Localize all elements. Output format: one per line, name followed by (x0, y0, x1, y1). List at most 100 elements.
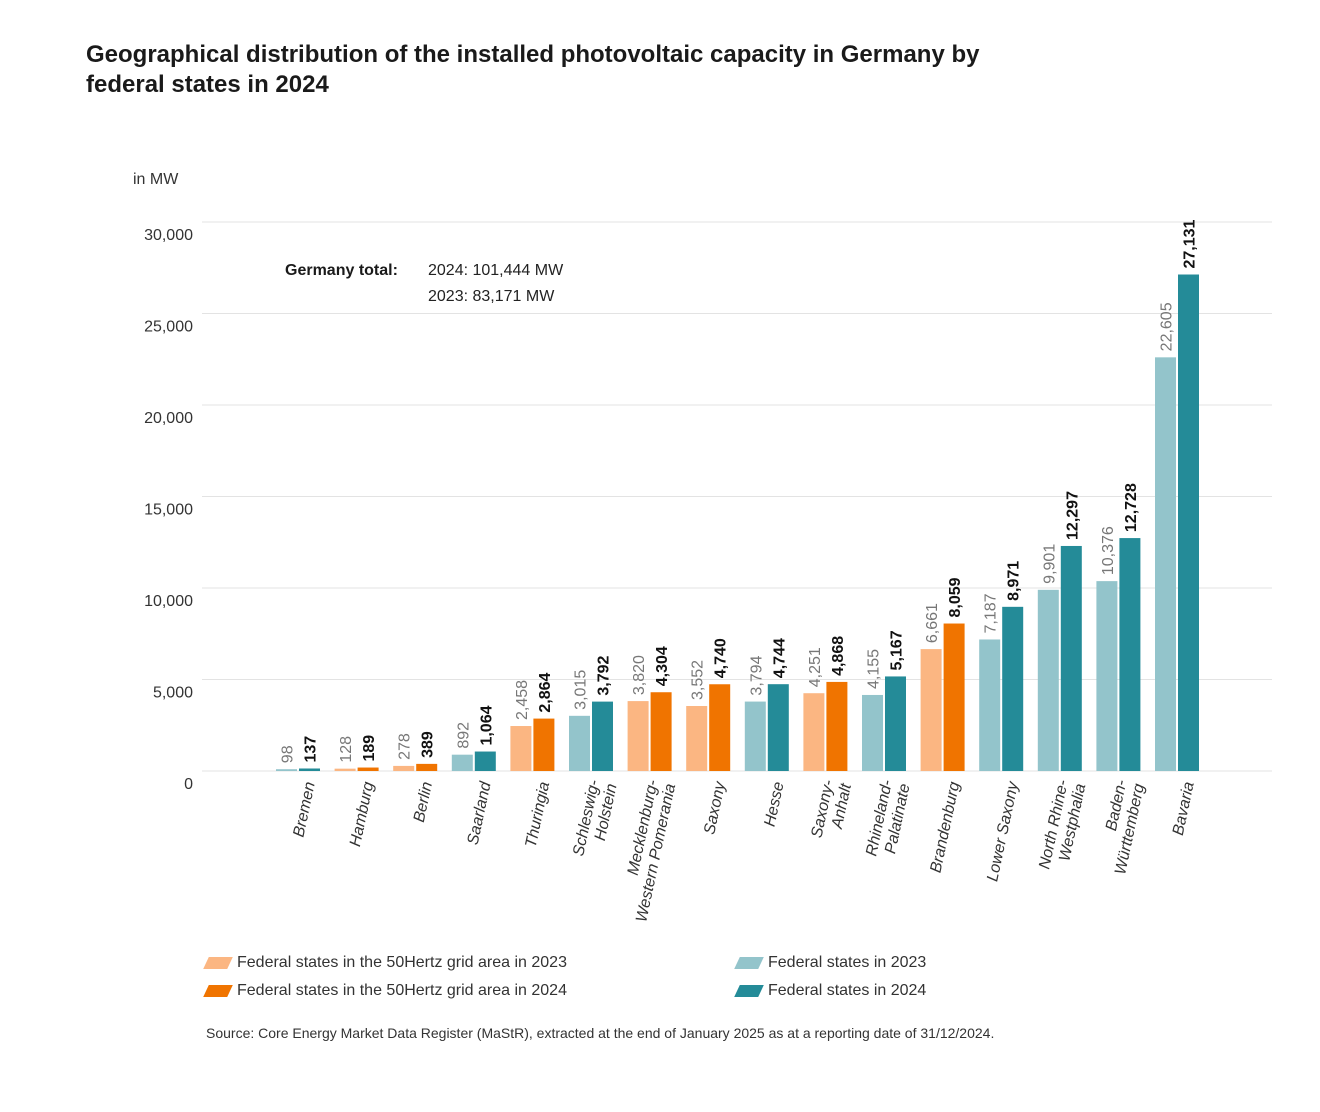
value-label-2024: 4,744 (771, 638, 788, 678)
bar-2024 (1119, 538, 1141, 771)
legend-item-other-2024: Federal states in 2024 (734, 982, 926, 1000)
y-tick-label: 10,000 (144, 593, 193, 610)
bar-2023 (920, 649, 942, 771)
value-label-2023: 10,376 (1100, 526, 1117, 575)
value-label-2023: 4,155 (866, 649, 883, 689)
x-tick-label-line: Hamburg (347, 780, 377, 848)
bar-2023 (334, 768, 356, 771)
x-tick-label: Thuringia (523, 780, 554, 849)
x-tick-label: Lower Saxony (984, 779, 1022, 883)
value-label-2023: 98 (280, 745, 297, 763)
bar-2024 (885, 676, 906, 771)
x-tick-label-line: Bremen (291, 780, 319, 838)
value-label-2024: 3,792 (596, 655, 613, 695)
y-tick-label: 0 (184, 776, 193, 793)
value-label-2024: 8,059 (947, 577, 964, 617)
bar-2024 (943, 623, 965, 771)
legend-item-hertz-2024: Federal states in the 50Hertz grid area … (203, 982, 567, 1000)
y-tick-label: 30,000 (144, 227, 193, 244)
x-tick-label: Schleswig-Holstein (570, 778, 620, 857)
value-label-2024: 389 (420, 731, 437, 758)
legend-swatch-hertz-2023 (203, 957, 233, 969)
bar-2024 (357, 767, 379, 771)
x-tick-label: Saxony (701, 779, 729, 836)
germany-total-label: Germany total: (285, 262, 398, 279)
value-label-2023: 9,901 (1041, 544, 1058, 584)
legend-label-hertz-2023: Federal states in the 50Hertz grid area … (237, 954, 567, 971)
value-label-2024: 4,304 (654, 646, 671, 686)
y-tick-label: 25,000 (144, 319, 193, 336)
value-label-2024: 27,131 (1182, 219, 1199, 268)
x-tick-label-line: Brandenburg (928, 780, 964, 874)
value-label-2023: 7,187 (983, 593, 1000, 633)
value-label-2024: 8,971 (1006, 561, 1023, 601)
legend-swatch-other-2023 (734, 957, 764, 969)
bar-2024 (533, 718, 555, 771)
y-tick-label: 20,000 (144, 410, 193, 427)
value-label-2023: 278 (397, 733, 414, 760)
x-tick-label: Bremen (291, 780, 319, 838)
x-axis-labels: Bremen Hamburg Berlin Saarland Thuringia Schl… (291, 778, 1198, 923)
x-tick-label-line: Hesse (762, 780, 788, 828)
germany-total-2023: 2023: 83,171 MW (428, 288, 555, 305)
value-label-2023: 3,794 (748, 655, 765, 695)
bar-2024 (592, 701, 613, 771)
bar-2024 (709, 684, 731, 771)
bar-2023 (569, 715, 590, 771)
value-label-2023: 22,605 (1159, 302, 1176, 351)
bar-2023 (510, 726, 532, 771)
legend-item-other-2023: Federal states in 2023 (734, 954, 926, 972)
value-label-2023: 2,458 (514, 680, 531, 720)
bar-2023 (276, 769, 297, 771)
x-tick-label-line: Berlin (411, 780, 436, 824)
germany-total-2024: 2024: 101,444 MW (428, 262, 564, 279)
value-label-2023: 3,552 (690, 660, 707, 700)
value-label-2024: 189 (361, 735, 378, 762)
x-tick-label-line: Saarland (465, 779, 495, 846)
y-axis-ticks: 0 5,000 10,000 15,000 20,000 25,000 30,000 (144, 227, 193, 793)
x-tick-label-line: Bavaria (1170, 780, 1198, 837)
x-tick-label: Saxony-Anhalt (809, 778, 856, 839)
bar-2023 (451, 754, 473, 771)
bar-2023 (1096, 581, 1118, 771)
x-tick-label: Bavaria (1170, 780, 1198, 837)
x-tick-label: Baden-Württemberg (1103, 778, 1148, 876)
chart-title-line2: federal states in 2024 (86, 71, 329, 98)
bar-2024 (767, 684, 789, 771)
bar-2023 (803, 693, 825, 771)
bar-2024 (1060, 545, 1082, 771)
bar-2023 (686, 705, 708, 771)
x-tick-label: Hamburg (347, 780, 377, 848)
bar-2023 (1155, 357, 1176, 771)
value-label-2023: 3,015 (573, 670, 590, 710)
bar-2024 (474, 751, 496, 771)
y-tick-label: 15,000 (144, 502, 193, 519)
x-tick-label: Saarland (465, 779, 495, 846)
bar-2024 (1178, 274, 1199, 771)
value-label-2023: 6,661 (924, 603, 941, 643)
value-label-2023: 4,251 (807, 647, 824, 687)
x-tick-label: Hesse (762, 780, 788, 828)
bar-2024 (299, 768, 320, 771)
value-label-2024: 137 (303, 736, 320, 763)
legend: Federal states in the 50Hertz grid area … (203, 954, 1206, 1014)
value-label-2023: 3,820 (631, 655, 648, 695)
bar-2023 (627, 701, 649, 771)
value-label-2024: 12,297 (1064, 491, 1081, 540)
y-axis-label: in MW (133, 171, 179, 188)
value-labels: 98 137 128 189 278 389 892 1,064 2,458 2,864 3,015… (280, 219, 1199, 763)
chart-title: Geographical distribution of the install… (86, 40, 1186, 100)
bars (276, 274, 1199, 771)
value-label-2024: 12,728 (1123, 483, 1140, 532)
x-tick-label-line: Thuringia (523, 780, 554, 849)
bar-2024 (416, 763, 438, 771)
bar-2023 (393, 765, 415, 771)
bar-chart: in MW 0 5,000 10,000 15,000 20,000 25,000 30,0… (133, 171, 1272, 924)
y-tick-label: 5,000 (153, 685, 193, 702)
x-tick-label: North Rhine-Westphalia (1036, 778, 1089, 870)
legend-swatch-other-2024 (734, 985, 764, 997)
legend-label-hertz-2024: Federal states in the 50Hertz grid area … (237, 982, 567, 999)
legend-swatch-hertz-2024 (203, 985, 233, 997)
value-label-2024: 5,167 (889, 630, 906, 670)
legend-item-hertz-2023: Federal states in the 50Hertz grid area … (203, 954, 567, 972)
